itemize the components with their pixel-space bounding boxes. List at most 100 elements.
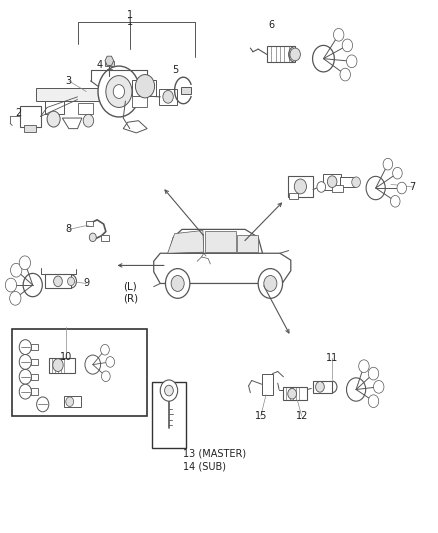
Circle shape <box>53 276 62 287</box>
Circle shape <box>165 385 173 396</box>
Text: 2: 2 <box>15 108 21 118</box>
Circle shape <box>391 196 400 207</box>
Text: 1: 1 <box>127 17 133 27</box>
Circle shape <box>264 276 277 292</box>
Bar <box>289 193 298 199</box>
Circle shape <box>19 340 32 354</box>
Text: 12: 12 <box>296 411 308 421</box>
Bar <box>283 387 307 400</box>
Circle shape <box>368 395 379 408</box>
Bar <box>132 96 147 108</box>
Bar <box>267 46 295 62</box>
Circle shape <box>171 276 184 292</box>
Polygon shape <box>168 230 204 253</box>
Text: 9: 9 <box>83 278 89 288</box>
Bar <box>205 231 236 252</box>
Circle shape <box>19 369 32 384</box>
Bar <box>64 397 81 407</box>
Text: 3: 3 <box>66 76 72 86</box>
Bar <box>31 359 39 365</box>
Bar <box>152 382 186 448</box>
Circle shape <box>340 68 350 81</box>
Circle shape <box>89 233 96 241</box>
Bar <box>175 233 203 252</box>
Bar <box>49 358 75 373</box>
Polygon shape <box>169 229 262 253</box>
Circle shape <box>346 55 357 68</box>
Bar <box>31 344 39 350</box>
Bar <box>261 374 272 395</box>
Circle shape <box>113 85 124 99</box>
Circle shape <box>11 263 22 277</box>
Circle shape <box>67 277 74 286</box>
Text: 6: 6 <box>268 20 274 30</box>
Text: (L): (L) <box>123 281 137 292</box>
Bar <box>24 125 36 132</box>
Bar <box>86 221 93 226</box>
Text: 14 (SUB): 14 (SUB) <box>184 462 226 472</box>
Bar <box>101 235 110 241</box>
Bar <box>31 374 39 380</box>
Circle shape <box>160 380 178 401</box>
Text: 8: 8 <box>66 224 72 235</box>
Circle shape <box>102 371 110 382</box>
Bar <box>36 88 123 101</box>
Bar <box>105 61 114 66</box>
Bar <box>323 174 341 190</box>
Circle shape <box>19 256 31 270</box>
Text: 7: 7 <box>410 182 416 192</box>
Bar <box>181 87 191 94</box>
Circle shape <box>98 66 140 117</box>
Circle shape <box>166 269 190 298</box>
Circle shape <box>258 269 283 298</box>
Circle shape <box>53 359 63 372</box>
Bar <box>132 80 156 96</box>
Circle shape <box>163 91 173 103</box>
Text: 1: 1 <box>127 10 133 20</box>
Bar <box>332 185 343 192</box>
Bar <box>288 176 313 197</box>
Circle shape <box>37 397 49 412</box>
Bar <box>237 235 258 252</box>
Circle shape <box>359 360 369 373</box>
Polygon shape <box>154 253 291 284</box>
Circle shape <box>135 75 155 98</box>
Circle shape <box>10 292 21 305</box>
Text: 15: 15 <box>254 411 267 421</box>
Polygon shape <box>105 56 114 66</box>
Bar <box>12 328 147 416</box>
Circle shape <box>290 48 300 61</box>
Circle shape <box>106 76 132 108</box>
Bar <box>45 274 71 288</box>
Text: 10: 10 <box>60 352 72 361</box>
Text: 11: 11 <box>326 353 338 362</box>
Circle shape <box>5 278 17 292</box>
Text: 5: 5 <box>172 66 179 75</box>
Bar <box>31 389 39 395</box>
Circle shape <box>47 111 60 127</box>
Circle shape <box>327 176 337 188</box>
Bar <box>45 101 64 114</box>
Circle shape <box>288 389 297 399</box>
Circle shape <box>83 114 94 127</box>
Polygon shape <box>123 120 147 133</box>
Bar <box>78 103 93 114</box>
Circle shape <box>333 28 344 41</box>
Circle shape <box>368 367 379 380</box>
Circle shape <box>19 384 32 399</box>
Circle shape <box>66 397 74 407</box>
Circle shape <box>397 182 406 194</box>
Bar <box>313 381 332 393</box>
Polygon shape <box>62 118 82 128</box>
Text: (R): (R) <box>123 293 138 303</box>
Circle shape <box>352 177 360 188</box>
Text: 4: 4 <box>96 60 102 70</box>
Circle shape <box>342 39 353 52</box>
Circle shape <box>317 182 325 192</box>
Bar <box>159 89 177 105</box>
Circle shape <box>294 179 307 194</box>
Bar <box>340 177 355 187</box>
Circle shape <box>316 382 324 392</box>
Text: 13 (MASTER): 13 (MASTER) <box>184 448 247 458</box>
Circle shape <box>19 354 32 369</box>
